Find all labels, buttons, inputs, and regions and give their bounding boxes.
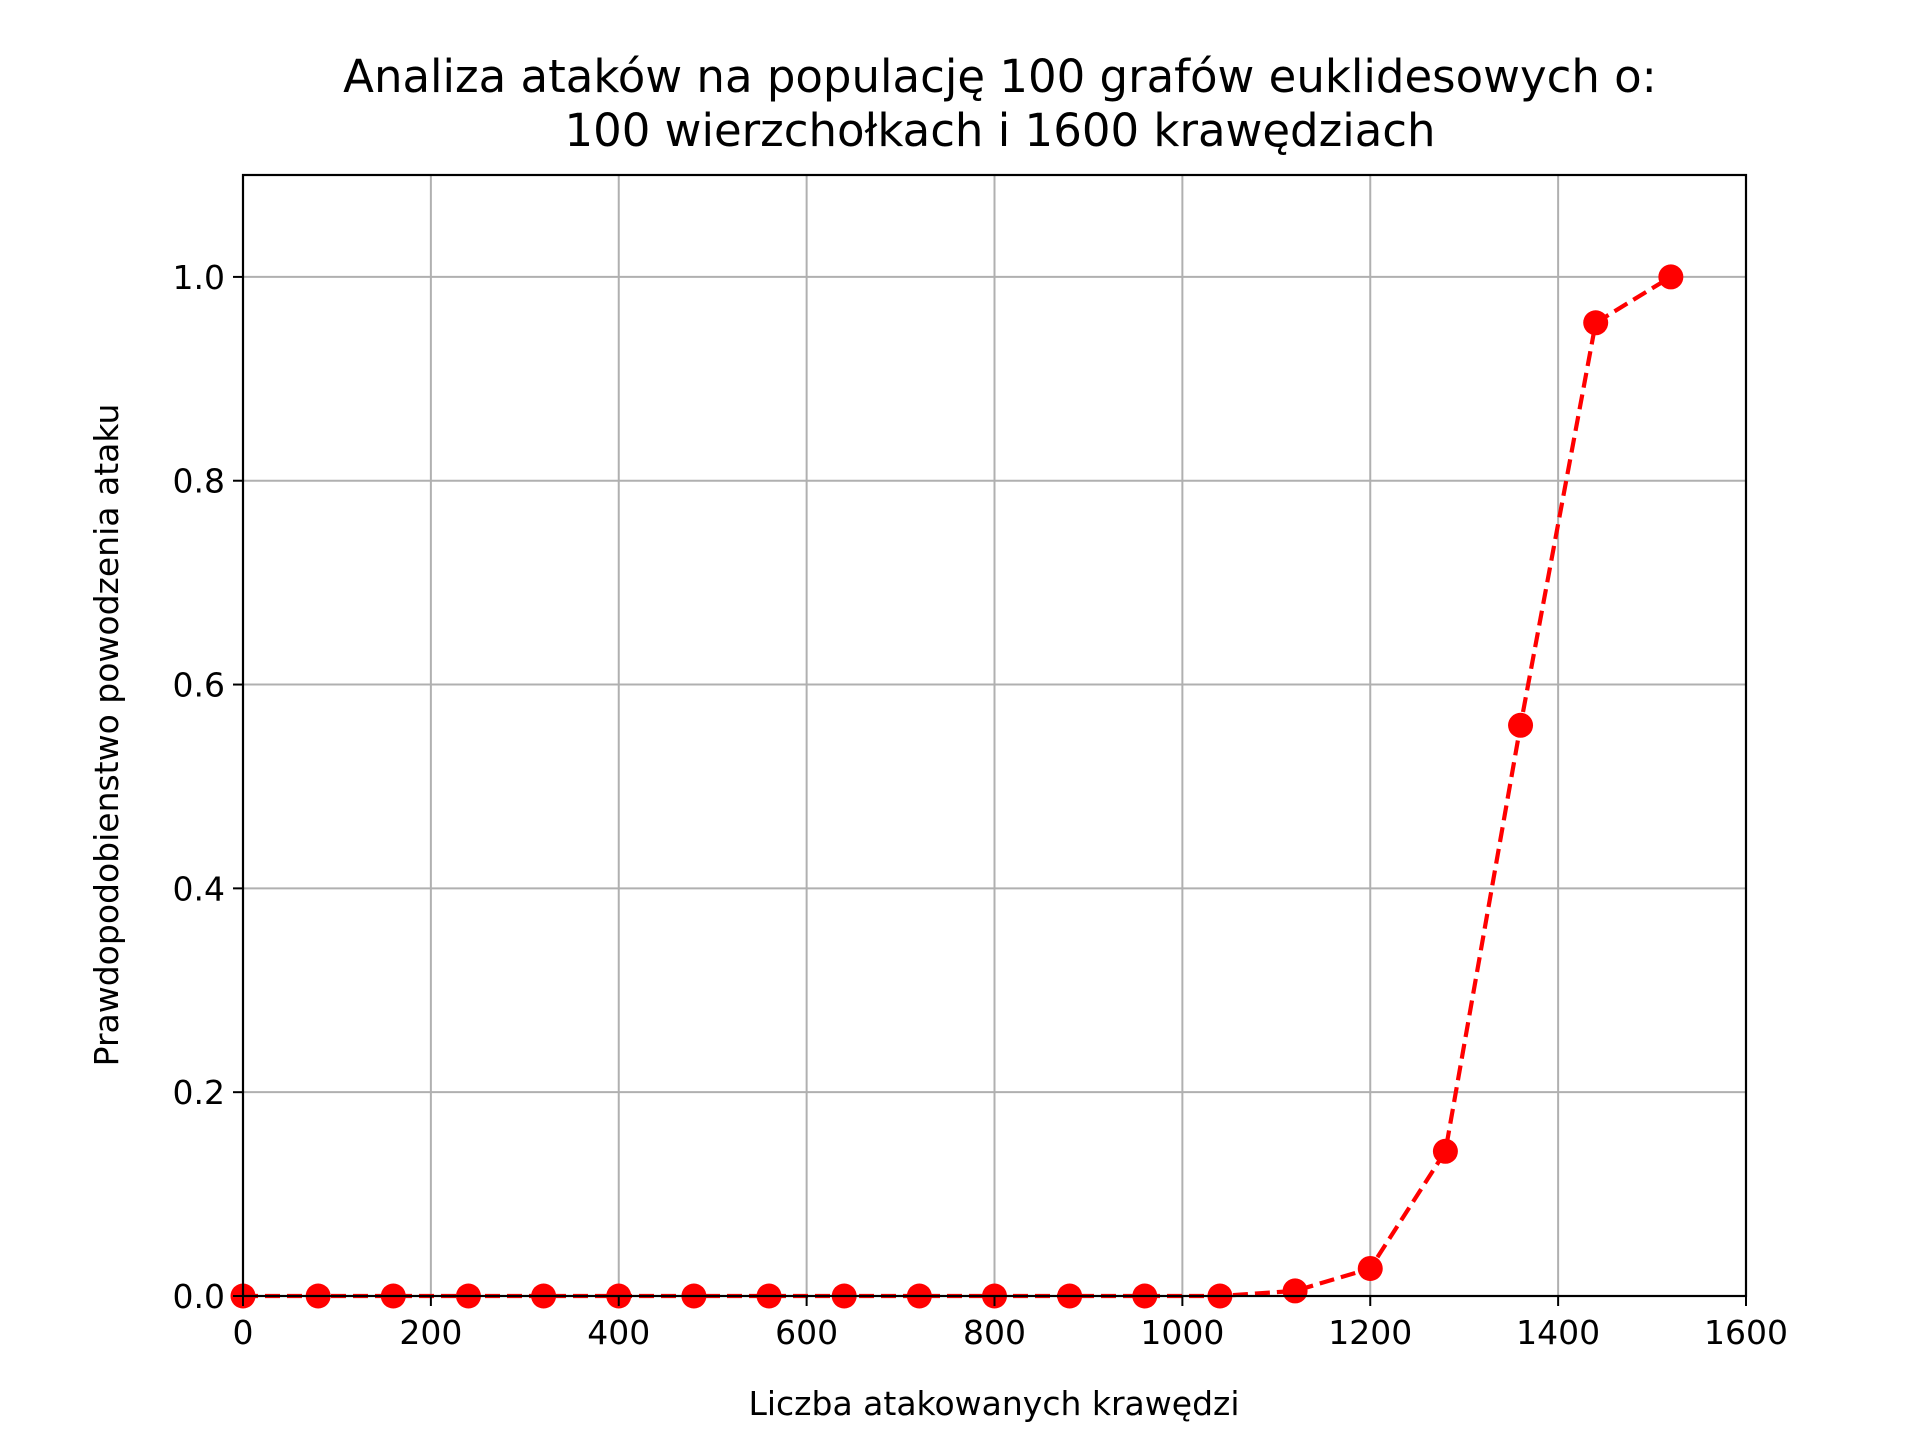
x-tick-label: 1200 <box>1328 1313 1412 1352</box>
data-point <box>1357 1255 1383 1281</box>
chart-title: Analiza ataków na populację 100 grafów e… <box>343 50 1657 157</box>
data-point <box>1583 310 1609 336</box>
y-axis-label: Prawdopodobienstwo powodzenia ataku <box>87 404 126 1067</box>
chart-title-line-1: Analiza ataków na populację 100 grafów e… <box>343 50 1657 103</box>
x-tick-label: 200 <box>399 1313 462 1352</box>
x-tick-label: 800 <box>963 1313 1026 1352</box>
y-tick-label: 0.6 <box>173 666 225 705</box>
data-point <box>1432 1138 1458 1164</box>
x-tick-label: 1400 <box>1516 1313 1600 1352</box>
x-tick-label: 0 <box>233 1313 254 1352</box>
y-tick-label: 0.8 <box>173 462 225 501</box>
data-point <box>1658 264 1684 290</box>
x-tick-label: 1600 <box>1704 1313 1788 1352</box>
y-axis-ticks: 0.0 0.2 0.4 0.6 0.8 1.0 <box>173 258 243 1316</box>
x-tick-label: 600 <box>775 1313 838 1352</box>
data-point <box>1508 712 1534 738</box>
y-tick-label: 1.0 <box>173 258 225 297</box>
y-tick-label: 0.2 <box>173 1073 225 1112</box>
chart-title-line-2: 100 wierzchołkach i 1600 krawędziach <box>564 104 1435 157</box>
grid <box>242 175 1747 1297</box>
x-axis-ticks: 0 200 400 600 800 1000 1200 1400 1600 <box>233 1296 1788 1352</box>
x-axis-label: Liczba atakowanych krawędzi <box>748 1384 1239 1423</box>
x-tick-label: 400 <box>587 1313 650 1352</box>
data-point <box>1282 1278 1308 1304</box>
y-tick-label: 0.4 <box>173 869 225 908</box>
x-tick-label: 1000 <box>1140 1313 1224 1352</box>
y-tick-label: 0.0 <box>173 1277 225 1316</box>
